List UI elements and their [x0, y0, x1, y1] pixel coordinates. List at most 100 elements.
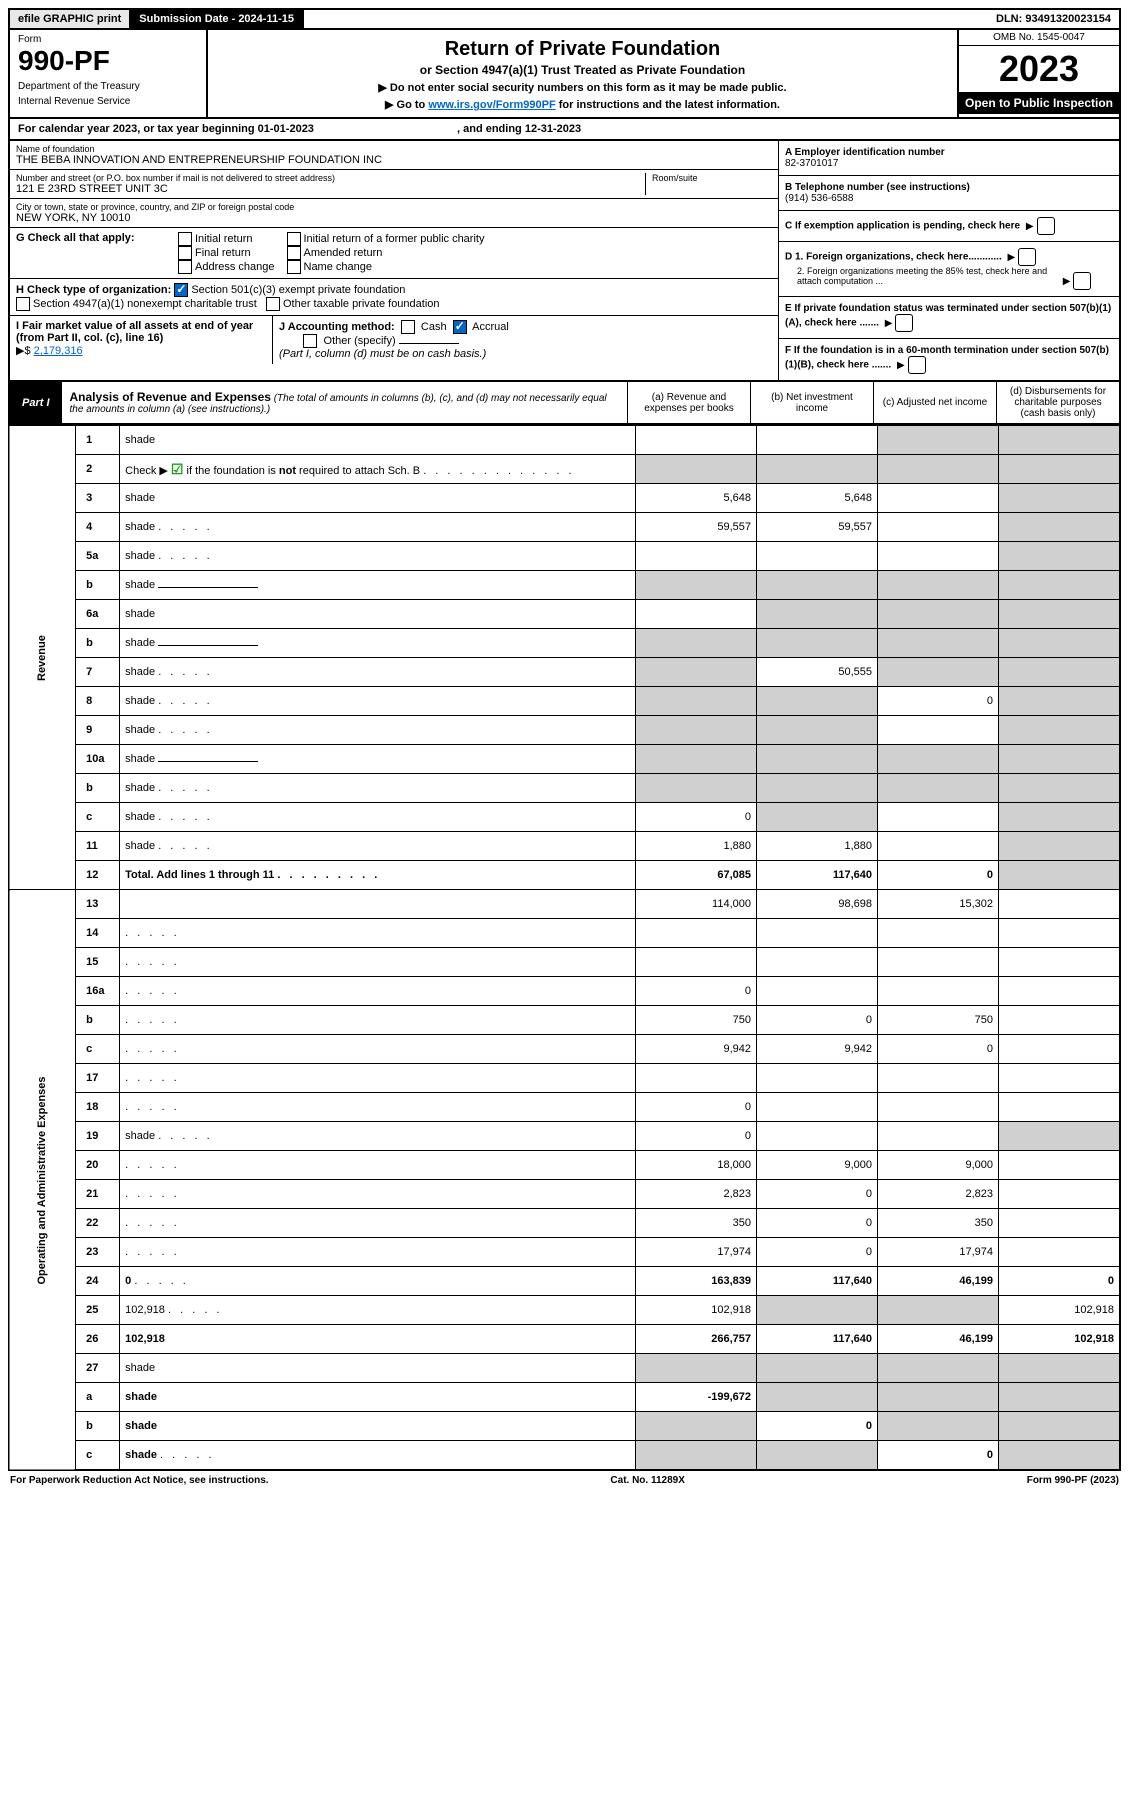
amt-b: 0 — [757, 1180, 878, 1209]
table-row: b . . . . .7500750 — [9, 1006, 1120, 1035]
instr2-pre: ▶ Go to — [385, 99, 428, 111]
amt-b: 0 — [757, 1209, 878, 1238]
chk-c[interactable] — [1037, 217, 1055, 235]
row-desc: shade — [120, 745, 636, 774]
amt-c — [878, 716, 999, 745]
chk-initial-return[interactable] — [178, 232, 192, 246]
fmv-link[interactable]: 2,179,316 — [34, 345, 83, 357]
row-desc: Total. Add lines 1 through 11 . . . . . … — [120, 861, 636, 890]
table-row: 10ashade — [9, 745, 1120, 774]
amt-a — [636, 455, 757, 484]
row-number: b — [76, 1006, 120, 1035]
amt-a: 0 — [636, 1093, 757, 1122]
chk-other-taxable[interactable] — [266, 297, 280, 311]
amt-d — [999, 1383, 1121, 1412]
chk-initial-former[interactable] — [287, 232, 301, 246]
table-row: Operating and Administrative Expenses131… — [9, 890, 1120, 919]
part1-label: Part I — [10, 382, 62, 423]
amt-b: 50,555 — [757, 658, 878, 687]
amt-d — [999, 832, 1121, 861]
row-number: b — [76, 1412, 120, 1441]
amt-d — [999, 571, 1121, 600]
chk-d2[interactable] — [1073, 272, 1091, 290]
cal-end: 12-31-2023 — [525, 123, 581, 135]
chk-final-return[interactable] — [178, 246, 192, 260]
amt-d — [999, 861, 1121, 890]
amt-d — [999, 745, 1121, 774]
footer: For Paperwork Reduction Act Notice, see … — [8, 1471, 1121, 1490]
amt-b: 98,698 — [757, 890, 878, 919]
row-desc: shade — [120, 571, 636, 600]
amt-d — [999, 716, 1121, 745]
amt-d — [999, 542, 1121, 571]
amt-c — [878, 455, 999, 484]
amt-b — [757, 977, 878, 1006]
row-number: 27 — [76, 1354, 120, 1383]
amt-c: 15,302 — [878, 890, 999, 919]
amt-b: 117,640 — [757, 1267, 878, 1296]
amt-b: 117,640 — [757, 861, 878, 890]
amt-d — [999, 658, 1121, 687]
table-row: 22 . . . . .3500350 — [9, 1209, 1120, 1238]
amt-c — [878, 1093, 999, 1122]
chk-d1[interactable] — [1018, 248, 1036, 266]
amt-c — [878, 542, 999, 571]
calendar-year-row: For calendar year 2023, or tax year begi… — [8, 119, 1121, 141]
tax-year: 2023 — [959, 46, 1119, 92]
amt-a: 750 — [636, 1006, 757, 1035]
amt-c: 0 — [878, 1441, 999, 1471]
chk-name-change[interactable] — [287, 260, 301, 274]
chk-accrual[interactable] — [453, 320, 467, 334]
row-number: 22 — [76, 1209, 120, 1238]
row-number: 13 — [76, 890, 120, 919]
name-label: Name of foundation — [16, 144, 772, 154]
amt-c: 350 — [878, 1209, 999, 1238]
c-label: C If exemption application is pending, c… — [785, 221, 1020, 232]
irs-link[interactable]: www.irs.gov/Form990PF — [428, 99, 555, 111]
amt-a: 114,000 — [636, 890, 757, 919]
amt-b: 0 — [757, 1412, 878, 1441]
amt-d — [999, 1064, 1121, 1093]
row-desc: . . . . . — [120, 977, 636, 1006]
amt-c — [878, 571, 999, 600]
part1-title: Analysis of Revenue and Expenses — [70, 390, 271, 404]
row-desc: shade — [120, 600, 636, 629]
chk-501c3[interactable] — [174, 283, 188, 297]
amt-a: 163,839 — [636, 1267, 757, 1296]
row-number: 3 — [76, 484, 120, 513]
section-g: G Check all that apply: Initial return F… — [10, 228, 778, 279]
opt-initial: Initial return — [195, 233, 252, 245]
amt-d — [999, 948, 1121, 977]
amt-a — [636, 1412, 757, 1441]
amt-c — [878, 1412, 999, 1441]
table-row: 18 . . . . .0 — [9, 1093, 1120, 1122]
row-desc: Check ▶ ☑ if the foundation is not requi… — [120, 455, 636, 484]
chk-f[interactable] — [908, 356, 926, 374]
amt-c — [878, 1296, 999, 1325]
amt-d — [999, 977, 1121, 1006]
chk-other-method[interactable] — [303, 334, 317, 348]
amt-b — [757, 1383, 878, 1412]
table-row: 23 . . . . .17,974017,974 — [9, 1238, 1120, 1267]
amt-d — [999, 1238, 1121, 1267]
form-subtitle: or Section 4947(a)(1) Trust Treated as P… — [214, 63, 951, 77]
instr2-post: for instructions and the latest informat… — [556, 99, 780, 111]
form-number: 990-PF — [18, 45, 198, 77]
row-desc: shade — [120, 484, 636, 513]
chk-4947[interactable] — [16, 297, 30, 311]
row-number: 19 — [76, 1122, 120, 1151]
efile-label[interactable]: efile GRAPHIC print — [10, 10, 131, 28]
row-number: 11 — [76, 832, 120, 861]
chk-address-change[interactable] — [178, 260, 192, 274]
chk-cash[interactable] — [401, 320, 415, 334]
col-a: (a) Revenue and expenses per books — [627, 382, 750, 423]
amt-b — [757, 1064, 878, 1093]
row-desc: shade . . . . . — [120, 1441, 636, 1471]
chk-amended[interactable] — [287, 246, 301, 260]
chk-e[interactable] — [895, 314, 913, 332]
row-desc: . . . . . — [120, 1093, 636, 1122]
footer-right: Form 990-PF (2023) — [1027, 1475, 1119, 1486]
amt-b: 117,640 — [757, 1325, 878, 1354]
table-row: 6ashade — [9, 600, 1120, 629]
table-row: cshade . . . . .0 — [9, 803, 1120, 832]
